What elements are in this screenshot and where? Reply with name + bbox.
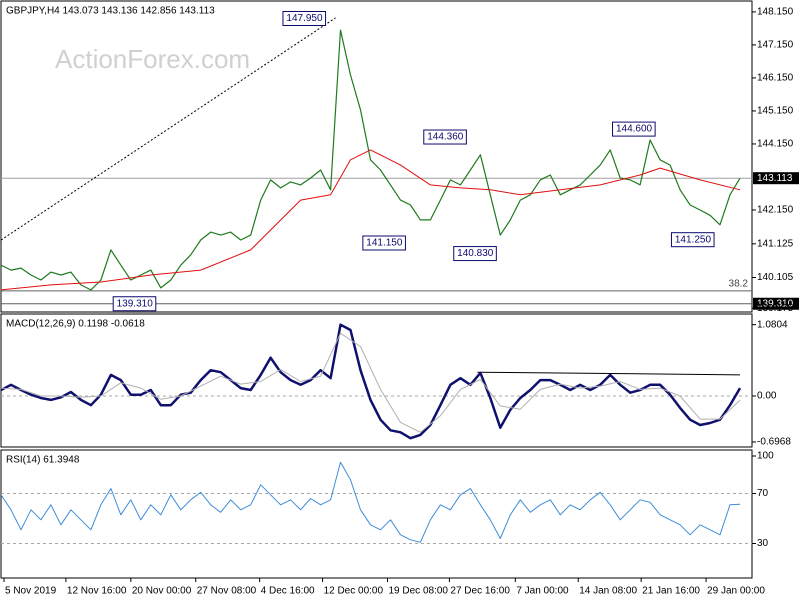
price-badge [753,297,799,310]
annotation-box [670,232,715,248]
annotation-box [612,121,656,137]
x-tick-label: 19 Dec 08:00 [388,586,448,597]
x-tick-label: 12 Dec 00:00 [324,586,384,597]
y-tick-label: 70 [757,488,769,499]
y-tick-label: 139.175 [757,303,794,314]
x-tick-label: 4 Dec 16:00 [261,586,315,597]
y-tick-label: 141.125 [757,238,794,249]
y-tick-label: 145.150 [757,106,794,117]
annotation-label: 147.950 [286,13,323,24]
trend-line [0,17,336,241]
series-line [1,461,741,543]
x-tick-label: 5 Nov 2019 [5,586,57,597]
y-tick-label: 140.105 [757,272,794,283]
watermark: ActionForex.com [55,44,250,74]
series-line [1,29,741,291]
series-line [1,332,741,433]
x-tick-label: 7 Jan 00:00 [516,586,569,597]
annotation-label: 139.310 [117,298,154,309]
annotation-box [282,10,327,26]
panel-title: RSI(14) 61.3948 [6,455,80,466]
y-tick-label: -0.6968 [757,437,791,448]
y-tick-label: 148.150 [757,7,794,18]
panel-title: MACD(12,26,9) 0.1198 -0.0618 [6,319,145,330]
y-tick-label: 1.0804 [757,319,788,330]
annotation-box [453,246,497,262]
y-tick-label: 30 [757,538,769,549]
series-line [1,323,742,440]
trend-line [477,371,741,376]
annotation-box [362,235,406,251]
level-label: 38.2 [729,279,749,290]
x-tick-label: 29 Jan 00:00 [707,586,765,597]
y-tick-label: 144.150 [757,139,794,150]
x-tick-label: 21 Jan 16:00 [642,586,700,597]
series-line [1,149,741,291]
annotation-box [423,129,467,145]
price-badge-label: 139.310 [757,298,794,309]
price-badge [753,172,799,185]
x-tick-label: 27 Dec 16:00 [450,586,510,597]
annotation-label: 144.600 [616,124,653,135]
annotation-label: 144.360 [427,132,464,143]
annotation-box [112,296,157,312]
panel-title: GBPJPY,H4 143.073 143.136 142.856 143.11… [6,6,215,17]
y-tick-label: 142.150 [757,205,794,216]
x-tick-label: 12 Nov 16:00 [67,586,127,597]
panel-frame [0,313,753,448]
annotation-label: 141.250 [675,234,712,245]
panel-frame [0,449,753,579]
y-tick-label: 0.00 [757,391,777,402]
price-badge-label: 143.113 [757,173,793,184]
annotation-label: 140.830 [457,248,494,259]
x-tick-label: 20 Nov 00:00 [132,586,192,597]
y-tick-label: 147.150 [757,40,794,51]
y-tick-label: 146.150 [757,73,794,84]
annotation-label: 141.150 [366,238,403,249]
x-tick-label: 27 Nov 08:00 [197,586,257,597]
y-tick-label: 100 [757,451,774,462]
panel-frame [0,0,753,313]
x-tick-label: 14 Jan 08:00 [579,586,637,597]
